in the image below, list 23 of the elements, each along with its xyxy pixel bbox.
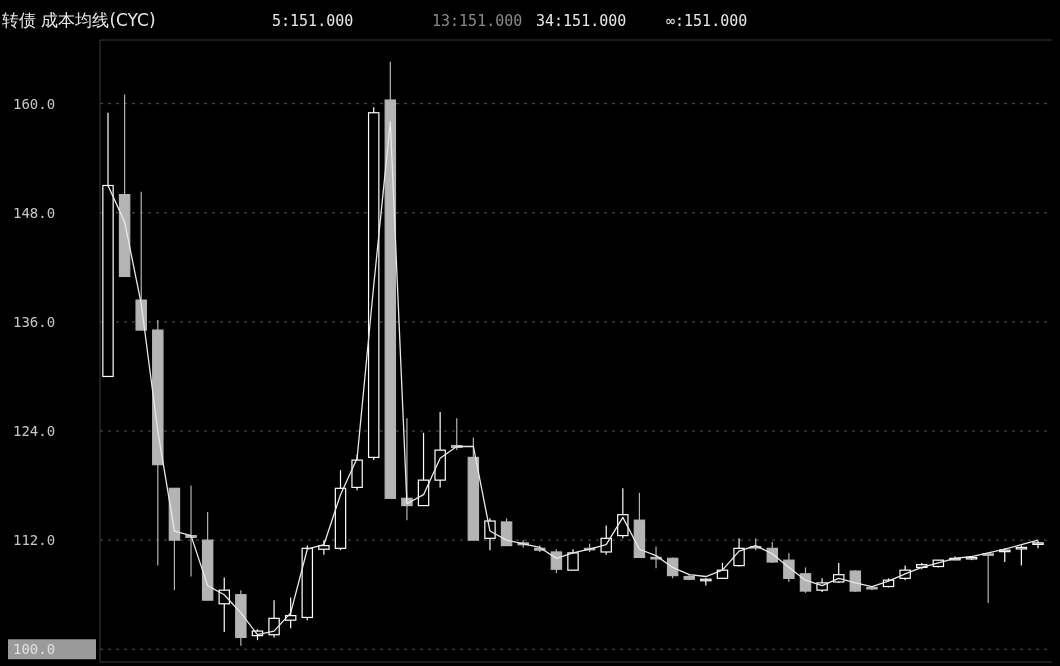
- chart-title: 转债 成本均线(CYC): [2, 10, 156, 30]
- text: ∞:151.000: [666, 12, 748, 30]
- candlestick: [1015, 545, 1028, 567]
- candlestick: [783, 552, 795, 583]
- candlestick: [617, 487, 629, 539]
- candlestick: [982, 553, 994, 604]
- candlestick: [650, 545, 662, 569]
- candlestick: [799, 566, 812, 594]
- y-tick-label: 160.0: [13, 95, 56, 112]
- text: 34:151.000: [536, 12, 627, 30]
- text: 5:151.000: [272, 12, 354, 30]
- candlestick: [500, 517, 513, 547]
- text: 13:151.000: [432, 12, 523, 30]
- candlestick: [185, 484, 197, 578]
- candlestick: [733, 537, 745, 568]
- y-tick-label: 100.0: [13, 641, 56, 658]
- y-tick-label: 124.0: [13, 423, 56, 440]
- y-tick-label: 148.0: [13, 204, 56, 221]
- candlestick: [567, 548, 579, 571]
- y-tick-label: 136.0: [13, 313, 56, 330]
- y-tick-label: 112.0: [13, 532, 56, 549]
- candlestick: [284, 596, 297, 629]
- candlestick: [268, 599, 280, 639]
